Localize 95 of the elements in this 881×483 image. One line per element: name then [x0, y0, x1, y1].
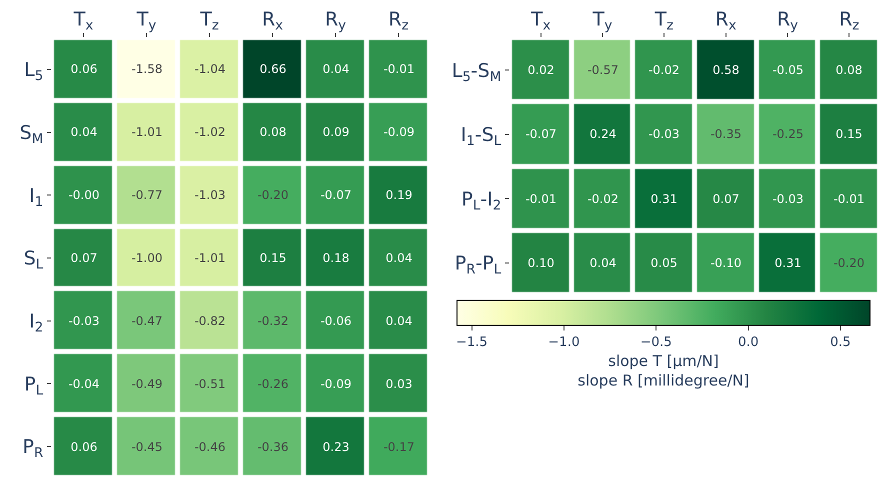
data-label: -0.01 [833, 192, 865, 206]
data-label: -0.49 [131, 377, 163, 392]
data-label: 0.15 [260, 251, 286, 266]
y-tick-label: L$_{5}$-S$_{M}$ [452, 60, 502, 85]
color-bar-label: −1.5 [456, 335, 488, 350]
x-tick-label: T$_{x}$ [530, 8, 551, 34]
y-tick-label: L$_{5}$ [24, 59, 44, 84]
data-label: -0.45 [131, 440, 163, 454]
x-tick-label: R$_{x}$ [262, 8, 284, 34]
data-label: -0.51 [194, 377, 226, 392]
data-label: 0.04 [590, 256, 616, 270]
y-tick-label: P$_{L}$ [24, 373, 44, 398]
y-tick-label: S$_{L}$ [24, 248, 44, 273]
data-label: -0.03 [772, 192, 804, 206]
y-tick-label: P$_{R}$-P$_{L}$ [454, 252, 502, 278]
data-label: 0.04 [386, 251, 412, 266]
data-label: 0.06 [70, 62, 98, 76]
data-label: 0.03 [386, 377, 412, 392]
data-label: -1.04 [194, 62, 226, 76]
data-label: -0.09 [320, 377, 352, 392]
data-label: -1.00 [131, 251, 163, 266]
data-label: -0.02 [648, 63, 680, 78]
color-bar-label: −1.0 [548, 335, 580, 350]
x-tick-label: R$_{y}$ [776, 8, 798, 34]
data-label: 0.08 [836, 63, 862, 78]
data-label: -0.26 [257, 377, 289, 392]
y-tick-label: P$_{L}$-I$_{2}$ [461, 188, 502, 214]
data-label: -0.47 [131, 314, 163, 328]
data-label: -1.01 [131, 125, 163, 140]
data-label: -0.07 [525, 127, 557, 142]
color-bar-label: 0.0 [738, 335, 759, 350]
data-label: 0.19 [386, 188, 412, 202]
data-label: -0.02 [587, 192, 619, 206]
data-label: -0.17 [383, 440, 415, 454]
x-tick-label: R$_{y}$ [324, 8, 346, 34]
data-label: -0.01 [383, 62, 415, 76]
data-label: -0.04 [68, 377, 100, 392]
y-tick-label: P$_{R}$ [22, 436, 44, 462]
data-label: 0.04 [322, 62, 350, 76]
data-label: -0.82 [194, 314, 226, 328]
x-tick-label: T$_{z}$ [654, 8, 674, 34]
color-bar-label: 0.5 [830, 335, 851, 350]
data-label: -0.10 [710, 256, 742, 270]
data-label: -0.46 [194, 440, 226, 454]
data-label: -0.00 [68, 188, 100, 202]
data-label: -0.05 [772, 63, 804, 78]
data-label: -0.03 [648, 127, 680, 142]
data-label: -1.58 [131, 62, 163, 76]
data-label: 0.10 [528, 256, 554, 270]
data-label: 0.58 [712, 63, 740, 78]
data-label: -0.20 [833, 256, 865, 270]
data-label: -0.07 [320, 188, 352, 202]
y-tick-label: I$_{1}$-S$_{L}$ [460, 124, 502, 150]
data-label: -0.77 [131, 188, 163, 202]
data-label: 0.66 [260, 62, 286, 76]
data-label: -0.06 [320, 314, 352, 328]
data-label: 0.23 [322, 440, 350, 454]
data-label: -0.25 [772, 127, 804, 142]
x-tick-label: R$_{z}$ [388, 8, 409, 34]
data-label: -0.35 [710, 127, 742, 142]
data-label: 0.08 [260, 125, 286, 140]
data-label: 0.09 [322, 125, 350, 140]
data-label: -1.02 [194, 125, 226, 140]
data-label: 0.02 [528, 63, 554, 78]
data-label: -0.20 [257, 188, 289, 202]
y-tick-label: S$_{M}$ [20, 122, 44, 147]
data-label: 0.24 [590, 127, 616, 142]
data-label: 0.31 [650, 192, 678, 206]
color-bar-label: −0.5 [640, 335, 672, 350]
data-label: 0.05 [650, 256, 678, 270]
data-label: 0.04 [70, 125, 98, 140]
data-label: -1.01 [194, 251, 226, 266]
x-tick-label: R$_{z}$ [839, 8, 860, 34]
data-label: -0.36 [257, 440, 289, 454]
y-tick-label: I$_{1}$ [29, 184, 44, 210]
data-label: -0.57 [587, 63, 619, 78]
x-tick-label: R$_{x}$ [715, 8, 736, 34]
data-label: 0.07 [70, 251, 98, 266]
data-label: -1.03 [194, 188, 226, 202]
x-tick-label: T$_{y}$ [136, 8, 156, 34]
data-label: 0.04 [386, 314, 412, 328]
data-label: -0.01 [525, 192, 557, 206]
color-bar-title: slope T [µm/N] slope R [millidegree/N] [578, 352, 750, 390]
data-label: 0.18 [322, 251, 350, 266]
data-label: 0.31 [774, 256, 802, 270]
data-label: 0.15 [836, 127, 862, 142]
x-tick-label: T$_{z}$ [199, 8, 219, 34]
data-label: -0.32 [257, 314, 289, 328]
x-tick-label: T$_{x}$ [72, 8, 94, 34]
y-tick-label: I$_{2}$ [29, 310, 44, 336]
data-label: 0.06 [70, 440, 98, 454]
x-tick-label: T$_{y}$ [592, 8, 612, 34]
data-label: 0.07 [712, 192, 740, 206]
data-label: -0.03 [68, 314, 100, 328]
data-label: -0.09 [383, 125, 415, 140]
